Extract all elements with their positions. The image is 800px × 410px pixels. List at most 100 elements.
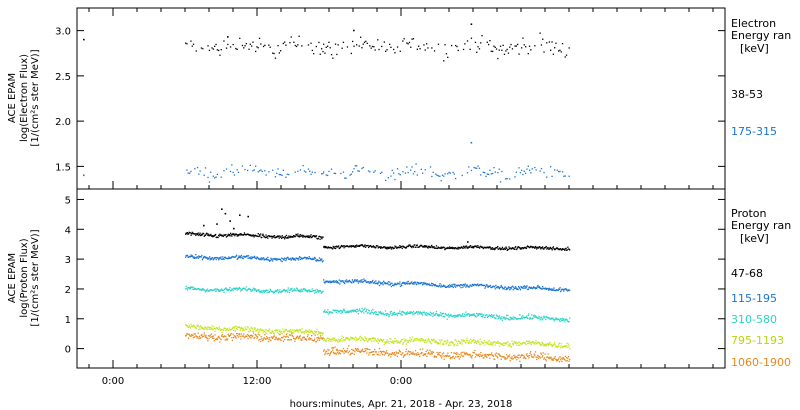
proton-point-2-136: [266, 259, 268, 261]
proton-point-3-207: [309, 289, 311, 291]
proton-point-3-176: [290, 288, 292, 291]
proton-point-1-79: [232, 232, 234, 235]
proton-point-4-199: [304, 331, 306, 333]
proton-point-3-617: [555, 317, 557, 319]
proton-point-4-616: [554, 344, 556, 346]
electron-point-1-192: [559, 49, 561, 51]
proton-point-4-609: [550, 343, 552, 345]
proton-series-3: [185, 285, 571, 323]
proton-point-4-33: [204, 326, 207, 328]
proton-point-5-283: [354, 348, 357, 350]
proton-point-5-370: [407, 352, 409, 354]
proton-point-5-191: [299, 335, 301, 337]
proton-point-1-632: [564, 249, 566, 251]
proton-point-1-251: [335, 246, 337, 248]
proton-point-5-262: [342, 351, 344, 353]
electron-point-2-165: [526, 168, 528, 170]
electron-point-2-132: [468, 166, 470, 168]
proton-point-3-281: [353, 310, 355, 312]
proton-legend-entry-3: 310-580: [731, 313, 777, 326]
proton-point-3-297: [363, 312, 365, 314]
proton-point-5-556: [518, 354, 520, 356]
proton-point-3-430: [443, 312, 445, 315]
electron-point-1-46: [277, 45, 279, 47]
proton-point-2-255: [338, 282, 340, 284]
proton-point-4-458: [459, 343, 462, 345]
proton-point-2-144: [271, 258, 273, 260]
proton-point-5-323: [378, 347, 381, 350]
proton-point-2-148: [273, 258, 276, 260]
proton-point-4-197: [303, 331, 305, 333]
proton-point-1-181: [293, 235, 295, 237]
proton-point-3-236: [326, 311, 328, 314]
proton-point-5-244: [331, 347, 333, 349]
proton-point-3-499: [484, 316, 486, 318]
proton-point-2-527: [501, 286, 503, 288]
proton-point-5-275: [350, 353, 352, 355]
proton-point-2-531: [503, 288, 505, 290]
electron-point-2-86: [369, 171, 371, 173]
proton-point-2-426: [440, 284, 442, 286]
proton-point-5-423: [438, 354, 441, 356]
proton-point-2-593: [540, 287, 543, 290]
proton-point-1-2: [186, 233, 188, 235]
electron-point-1-189: [554, 47, 556, 49]
proton-point-1-107: [249, 234, 251, 236]
proton-point-5-140: [269, 337, 271, 339]
proton-point-1-160: [281, 237, 283, 239]
proton-point-5-4: [187, 333, 189, 336]
proton-point-4-42: [210, 328, 212, 331]
proton-point-4-343: [390, 341, 393, 343]
proton-point-2-246: [332, 281, 334, 283]
proton-point-5-421: [437, 353, 439, 355]
proton-point-3-270: [347, 311, 349, 314]
proton-legend-entry-5: 1060-1900: [731, 356, 791, 369]
proton-point-2-41: [209, 259, 211, 261]
proton-point-1-97: [243, 234, 245, 236]
proton-point-2-208: [309, 257, 312, 260]
electron-point-1-155: [495, 48, 498, 50]
proton-point-1-426: [440, 246, 442, 248]
proton-point-2-332: [384, 282, 386, 284]
proton-point-5-553: [516, 356, 519, 358]
proton-point-1-59: [220, 234, 222, 236]
proton-point-5-122: [258, 339, 260, 341]
proton-point-2-337: [387, 283, 389, 285]
proton-point-1-255: [338, 245, 340, 247]
proton-point-1-645: [239, 214, 241, 216]
proton-point-2-93: [240, 254, 243, 257]
electron-point-2-13: [212, 175, 214, 177]
proton-point-2-344: [391, 282, 393, 284]
electron-point-1-15: [218, 49, 220, 52]
proton-point-3-126: [260, 290, 262, 292]
proton-point-2-125: [260, 258, 262, 260]
proton-point-1-479: [472, 245, 474, 248]
proton-point-2-556: [518, 287, 520, 289]
proton-point-4-27: [201, 327, 203, 330]
proton-point-3-619: [556, 319, 558, 321]
proton-point-4-150: [275, 330, 277, 332]
proton-point-5-6: [188, 333, 190, 335]
proton-point-2-183: [294, 259, 297, 261]
proton-point-4-82: [234, 326, 236, 328]
proton-point-4-68: [225, 329, 228, 331]
proton-point-3-365: [404, 312, 406, 314]
proton-point-1-74: [229, 235, 231, 237]
proton-point-3-329: [382, 312, 384, 314]
proton-point-5-250: [335, 352, 337, 354]
proton-point-5-149: [274, 338, 276, 341]
electron-point-1-85: [353, 45, 355, 47]
electron-point-1-154: [494, 46, 496, 48]
proton-point-5-450: [455, 356, 457, 358]
proton-point-3-122: [258, 289, 260, 291]
electron-point-1-91: [363, 41, 366, 43]
proton-point-4-637: [567, 346, 569, 349]
proton-point-5-626: [560, 357, 562, 359]
proton-point-4-323: [378, 340, 381, 342]
electron-point-1-164: [507, 52, 510, 54]
proton-point-5-202: [306, 339, 308, 341]
proton-point-2-535: [506, 287, 508, 289]
proton-point-5-639: [568, 360, 570, 362]
proton-point-2-71: [227, 257, 229, 260]
proton-point-1-233: [324, 245, 327, 248]
